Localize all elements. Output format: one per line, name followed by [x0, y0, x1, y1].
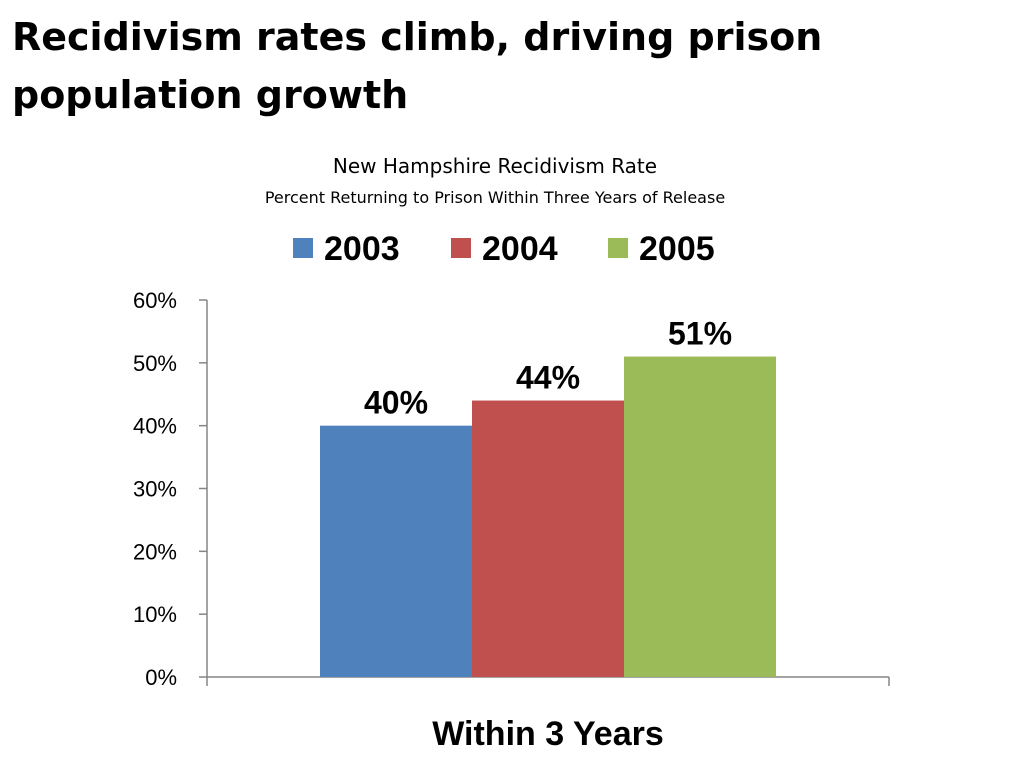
y-tick-label: 40%	[133, 414, 177, 439]
chart-legend: 2003 2004 2005	[293, 230, 715, 268]
bar-2005	[624, 356, 776, 677]
bar-2003	[320, 425, 472, 677]
data-label-2005: 51%	[668, 316, 732, 352]
data-label-2004: 44%	[516, 360, 580, 396]
data-labels-group: 40% 44% 51%	[364, 316, 732, 421]
y-tick-label: 20%	[133, 539, 177, 564]
slide-title: Recidivism rates climb, driving prison p…	[12, 15, 823, 117]
y-tick-label: 60%	[133, 288, 177, 313]
legend-label-2005: 2005	[639, 230, 715, 268]
x-axis: Within 3 Years	[206, 676, 890, 753]
bar-series-group	[320, 356, 776, 677]
y-axis: 0% 10% 20% 30% 40% 50% 60%	[133, 288, 208, 690]
y-tick-label: 10%	[133, 602, 177, 627]
chart-title: New Hampshire Recidivism Rate	[332, 154, 658, 178]
legend-swatch-2005	[608, 238, 628, 258]
legend-label-2003: 2003	[324, 230, 400, 268]
data-label-2003: 40%	[364, 385, 428, 421]
chart-subtitle: Percent Returning to Prison Within Three…	[264, 188, 726, 207]
y-tick-label: 0%	[145, 665, 177, 690]
bar-2004	[472, 400, 624, 677]
x-category-label: Within 3 Years	[432, 715, 664, 753]
legend-label-2004: 2004	[482, 230, 558, 268]
legend-swatch-2003	[293, 238, 313, 258]
legend-swatch-2004	[451, 238, 471, 258]
y-tick-label: 30%	[133, 477, 177, 502]
y-tick-label: 50%	[133, 351, 177, 376]
